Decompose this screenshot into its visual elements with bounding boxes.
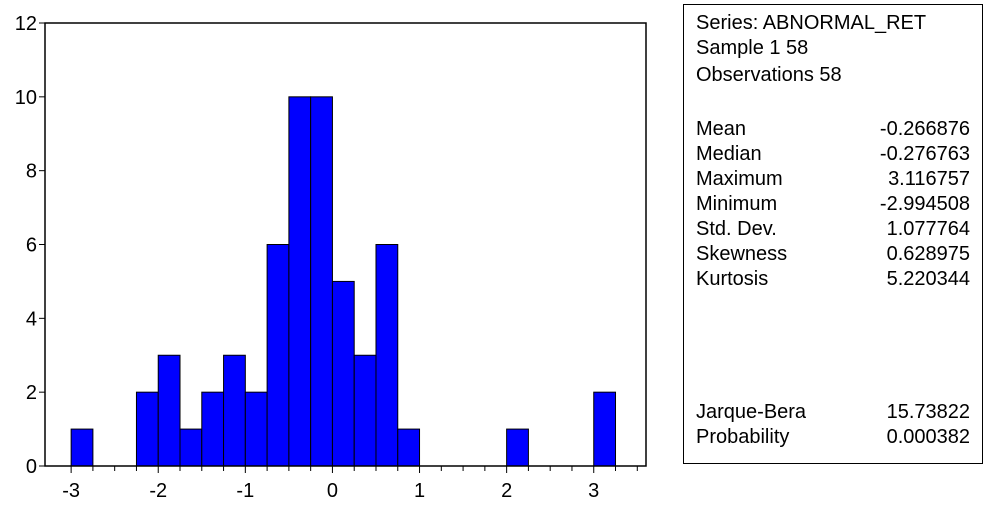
histogram-bar-13	[353, 354, 377, 467]
y-tick-label: 4	[26, 308, 37, 330]
stat-label: Probability	[696, 426, 790, 448]
histogram-bar-11	[310, 96, 333, 467]
histogram-bar-12	[331, 280, 355, 467]
observations-count: Observations 58	[696, 64, 842, 86]
histogram-bar-4	[157, 354, 181, 467]
x-tick-label: -1	[236, 480, 254, 502]
stat-value: 3.116757	[888, 168, 970, 190]
stat-value: 1.077764	[886, 218, 970, 240]
stat-value: 0.628975	[886, 243, 970, 265]
bars-group	[70, 96, 617, 467]
histogram-bar-8	[244, 391, 268, 467]
y-tick-label: 12	[15, 13, 37, 35]
histogram-bar-14	[375, 244, 399, 467]
stat-value: -2.994508	[879, 193, 970, 215]
histogram-bar-10	[288, 96, 312, 467]
histogram-bar-7	[223, 354, 246, 467]
histogram-bar-20	[506, 428, 529, 467]
stat-value: 0.000382	[886, 426, 970, 448]
sample-range: Sample 1 58	[696, 37, 809, 59]
histogram-bar-9	[266, 244, 290, 467]
histogram-bar-24	[593, 391, 617, 467]
series-name: Series: ABNORMAL_RET	[696, 12, 927, 34]
stat-label: Median	[696, 143, 762, 165]
stat-value: -0.266876	[879, 118, 970, 140]
x-tick-label: 2	[501, 480, 512, 502]
stat-label: Std. Dev.	[696, 218, 777, 240]
histogram-bar-3	[135, 391, 159, 467]
x-tick-label: -2	[149, 480, 167, 502]
histogram-bar-5	[179, 428, 203, 467]
stat-label: Kurtosis	[696, 268, 769, 290]
stat-label: Maximum	[696, 168, 783, 190]
x-tick-label: -3	[62, 480, 80, 502]
stat-label: Minimum	[696, 193, 778, 215]
x-tick-label: 3	[588, 480, 599, 502]
stat-value: -0.276763	[879, 143, 970, 165]
statistics-panel: Series: ABNORMAL_RET Sample 1 58 Observa…	[683, 4, 983, 464]
y-tick-label: 0	[26, 456, 37, 478]
x-tick-label: 0	[327, 480, 338, 502]
stat-label: Mean	[696, 118, 747, 140]
stat-value: 5.220344	[886, 268, 970, 290]
histogram-bar-0	[70, 428, 94, 467]
x-tick-label: 1	[414, 480, 425, 502]
stat-value: 15.73822	[886, 401, 970, 423]
y-axis: 0 2 4 6 8 10 12	[15, 13, 45, 478]
stat-label: Skewness	[696, 243, 788, 265]
y-tick-label: 8	[26, 161, 37, 183]
y-tick-label: 6	[26, 235, 37, 257]
y-tick-label: 10	[15, 87, 37, 109]
histogram-bar-6	[201, 391, 225, 467]
histogram-bar-15	[397, 428, 421, 467]
y-tick-label: 2	[26, 382, 37, 404]
stat-label: Jarque-Bera	[696, 401, 807, 423]
x-axis: -3 -2 -1 0 1 2 3	[62, 466, 638, 502]
